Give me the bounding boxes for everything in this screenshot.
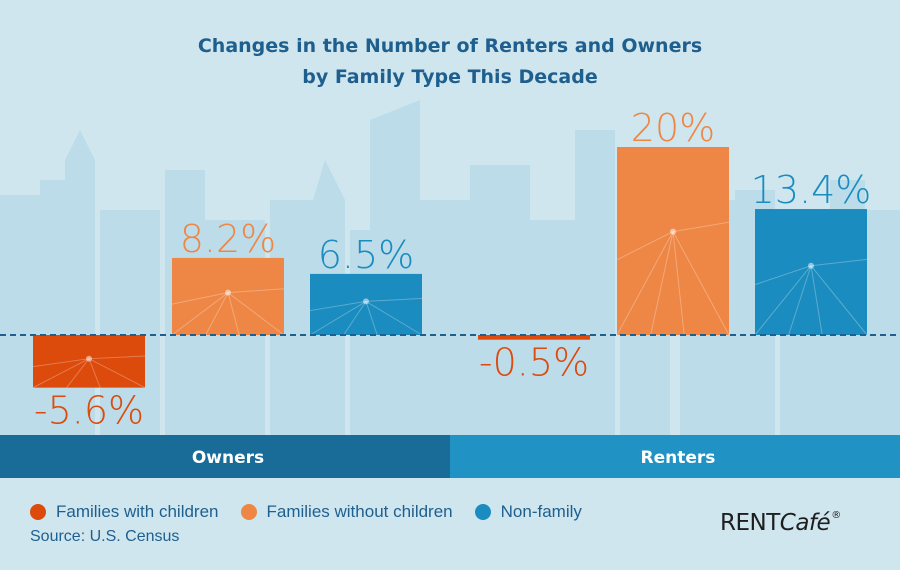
legend-swatch-icon (240, 504, 257, 520)
bar-owners-non-family (310, 273, 422, 335)
chart-subtitle: by Family Type This Decade (302, 66, 597, 88)
bar-renters-non-family (755, 209, 867, 335)
logo-cafe-text: Café (779, 510, 831, 536)
legend-swatch-icon (474, 504, 491, 520)
group-label-owners: Owners (192, 448, 264, 468)
group-band-owners (0, 435, 450, 478)
bar-texture-owners-families-without-children (171, 288, 285, 336)
value-label-owners-families-with-children: -5.6% (34, 389, 144, 433)
bar-texture-renters-non-family (754, 258, 868, 336)
value-label-renters-families-without-children: 20% (631, 106, 715, 150)
legend-item-non-family: Non-family (474, 502, 582, 522)
registered-mark: ® (831, 510, 841, 521)
legend-item-families-without-children: Families without children (240, 502, 453, 522)
chart-title: Changes in the Number of Renters and Own… (198, 35, 702, 57)
bar-renters-families-without-children (617, 147, 729, 335)
legend-label: Families with children (56, 502, 219, 521)
legend: Families with children Families without … (30, 500, 582, 524)
source-note: Source: U.S. Census (30, 528, 180, 545)
rentcafe-logo: RENTCafé® (720, 510, 841, 536)
legend-label: Families without children (266, 502, 453, 521)
legend-swatch-icon (30, 504, 46, 520)
value-label-owners-non-family: 6.5% (318, 233, 415, 277)
legend-item-families-with-children: Families with children (30, 502, 219, 522)
value-label-owners-families-without-children: 8.2% (180, 217, 277, 261)
value-label-renters-non-family: 13.4% (751, 168, 872, 212)
bar-texture-renters-families-without-children (616, 221, 730, 336)
group-band-renters (450, 435, 900, 478)
group-label-renters: Renters (641, 448, 716, 468)
logo-rent-text: RENT (720, 510, 780, 536)
bar-renters-families-with-children (478, 335, 590, 340)
value-label-renters-families-with-children: -0.5% (479, 341, 589, 385)
bar-texture-owners-families-with-children (32, 355, 146, 389)
bar-texture-owners-non-family (309, 297, 423, 336)
bar-owners-families-without-children (172, 257, 284, 335)
legend-label: Non-family (500, 502, 582, 521)
